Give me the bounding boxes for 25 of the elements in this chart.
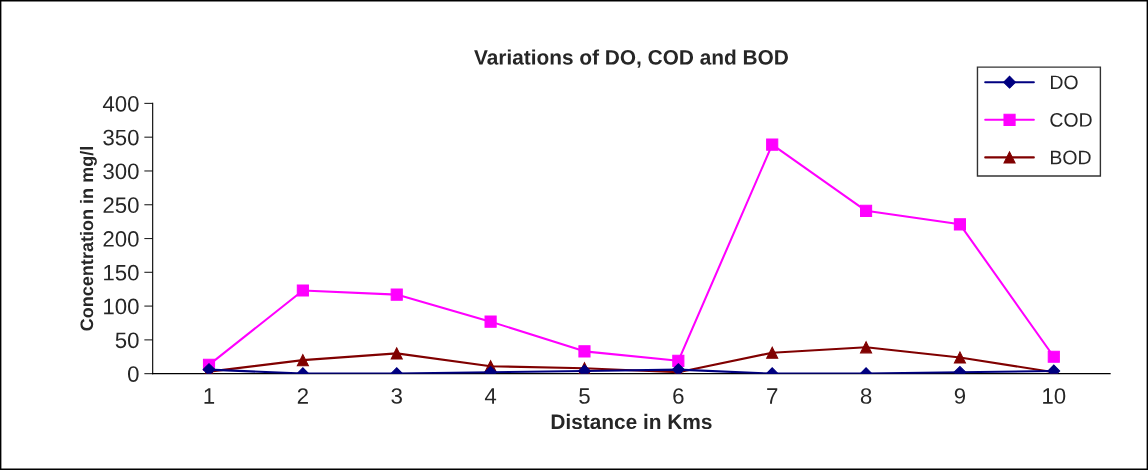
y-tick-label: 100	[104, 298, 139, 315]
legend-label: BOD	[1051, 150, 1091, 165]
x-tick-label: 5	[579, 388, 590, 404]
x-tick-label: 10	[1043, 388, 1066, 404]
legend-label: COD	[1050, 113, 1092, 127]
y-tick-label: 150	[104, 264, 139, 281]
x-axis-title: Distance in Kms	[551, 413, 712, 430]
y-tick-label: 50	[115, 332, 139, 349]
legend-label: DO	[1051, 75, 1078, 90]
y-tick-label: 0	[128, 366, 139, 382]
x-tick-label: 7	[767, 388, 778, 404]
x-tick-label: 6	[673, 388, 684, 404]
x-tick-label: 2	[297, 388, 308, 404]
x-tick-label: 3	[391, 388, 402, 404]
x-tick-label: 9	[954, 388, 966, 404]
y-axis-title: Concentration in mg/l	[79, 147, 97, 331]
y-tick-label: 250	[103, 197, 139, 214]
x-tick-label: 8	[860, 388, 872, 404]
y-tick-label: 400	[102, 95, 139, 112]
x-tick-label: 4	[484, 388, 497, 404]
x-tick-label: 1	[204, 388, 215, 404]
y-tick-label: 200	[103, 231, 139, 247]
y-tick-label: 300	[103, 163, 139, 180]
chart-title: Variations of DO, COD and BOD	[474, 49, 788, 68]
y-tick-label: 350	[103, 129, 139, 146]
